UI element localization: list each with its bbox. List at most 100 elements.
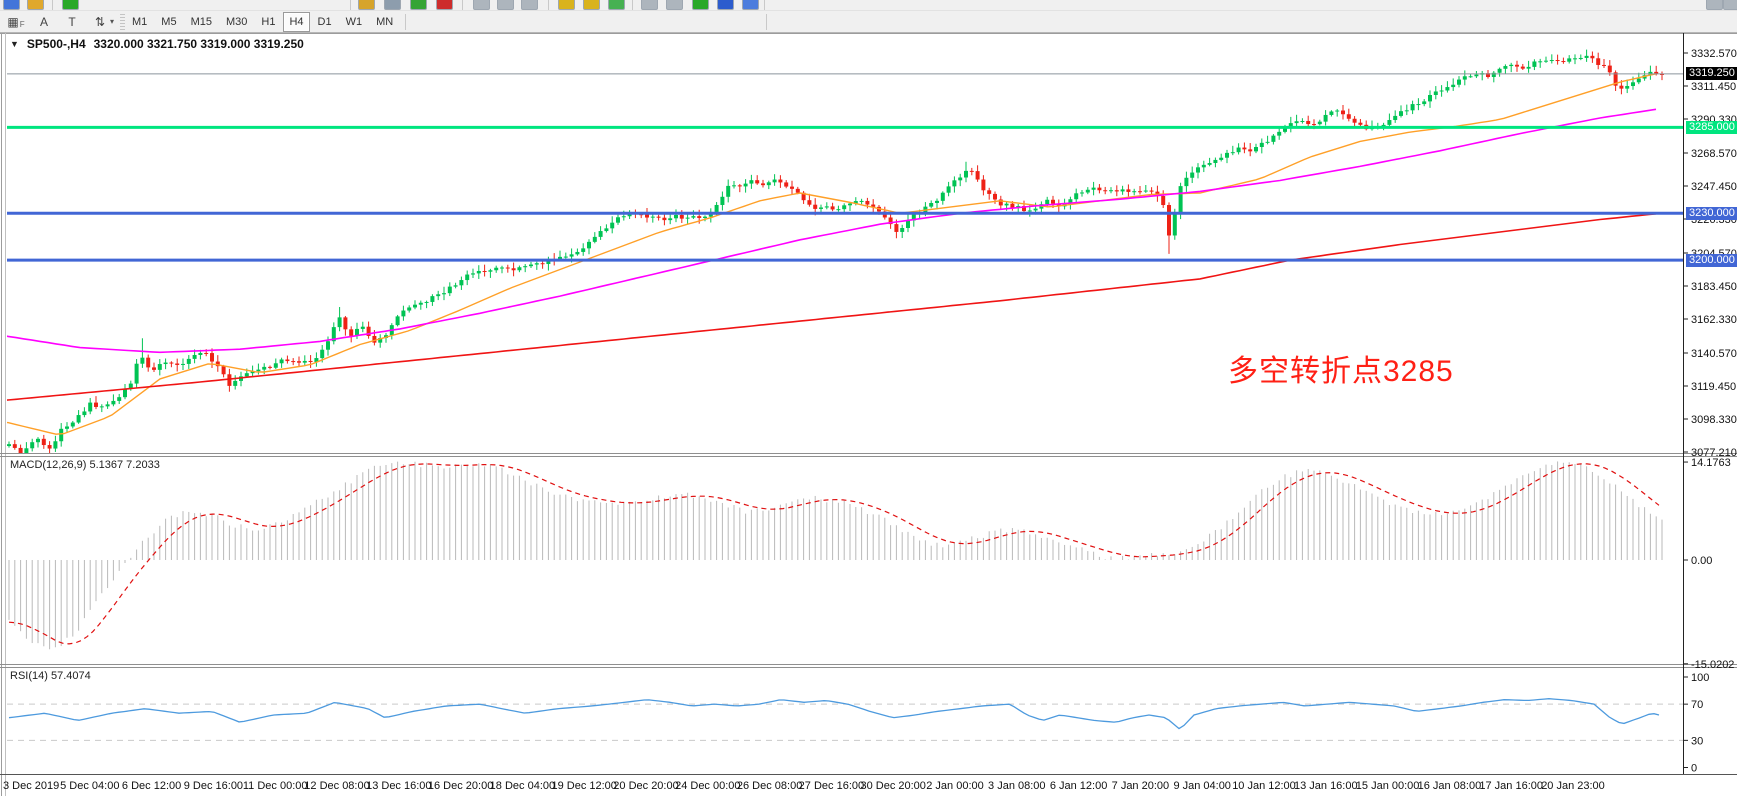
cursor-icon[interactable]	[358, 0, 375, 10]
toolbar-standard-row	[0, 0, 1737, 11]
time-tick-label: 5 Dec 04:00	[60, 780, 119, 792]
time-tick-label: 16 Jan 08:00	[1418, 780, 1482, 792]
price-badge-3230.000: 3230.000	[1686, 206, 1737, 220]
play-icon[interactable]	[410, 0, 427, 10]
time-tick-label: 6 Dec 12:00	[122, 780, 181, 792]
time-tick-label: 3 Dec 2019	[3, 780, 59, 792]
search-icon[interactable]	[27, 0, 44, 10]
timeframe-button-h1[interactable]: H1	[261, 15, 276, 28]
time-tick-label: 16 Dec 20:00	[428, 780, 493, 792]
chart-title[interactable]: ▼ SP500-,H4 3320.000 3321.750 3319.000 3…	[10, 37, 304, 51]
toolbar-separator	[766, 13, 768, 30]
timeframe-button-m15[interactable]: M15	[190, 15, 212, 28]
brush-icon[interactable]	[583, 0, 600, 10]
rsi-tick-label: 100	[1691, 672, 1709, 684]
price-tick-label: 3098.330	[1691, 414, 1737, 426]
ma-slow-line	[7, 213, 1657, 401]
add-icon[interactable]	[692, 0, 709, 10]
chevron-down-icon[interactable]: ▼	[10, 39, 19, 49]
timeframe-button-m30[interactable]: M30	[225, 15, 248, 28]
time-tick-label: 12 Dec 08:00	[304, 780, 369, 792]
time-tick-label: 9 Jan 04:00	[1173, 780, 1231, 792]
window-tile-horizontal-icon[interactable]	[497, 0, 514, 10]
record-icon[interactable]	[436, 0, 453, 10]
window-tile-vertical-icon[interactable]	[521, 0, 538, 10]
dropdown-caret-icon[interactable]: ▾	[110, 17, 115, 26]
toolbar-separator	[632, 0, 633, 10]
rsi-tick-label: 0	[1691, 763, 1697, 775]
toolbar-separator	[548, 0, 549, 10]
toolbar: ▦ F A T ⇅ ▾ M1 M5 M15 M30 H1 H4 D1 W1 MN	[0, 0, 1737, 33]
rsi-indicator-label: RSI(14) 57.4074	[10, 670, 91, 682]
print-icon[interactable]	[384, 0, 401, 10]
price-tick-label: 3077.210	[1691, 447, 1737, 459]
macd-panel[interactable]	[8, 461, 1663, 650]
time-tick-label: 3 Jan 08:00	[988, 780, 1046, 792]
add-indicator-icon[interactable]	[62, 0, 79, 10]
track-trades-icon[interactable]: ⇅	[94, 14, 106, 29]
macd-axis[interactable]: 14.1763 0.00 -15.0202	[1683, 457, 1734, 671]
time-axis[interactable]: 3 Dec 2019 5 Dec 04:00 6 Dec 12:00 9 Dec 16…	[3, 780, 1605, 792]
rsi-panel[interactable]	[7, 698, 1683, 741]
time-tick-label: 15 Jan 00:00	[1356, 780, 1420, 792]
price-tick-label: 3332.570	[1691, 48, 1737, 60]
rsi-tick-label: 30	[1691, 735, 1703, 747]
time-tick-label: 9 Dec 16:00	[184, 780, 243, 792]
time-tick-label: 24 Dec 00:00	[675, 780, 740, 792]
time-tick-label: 2 Jan 00:00	[926, 780, 984, 792]
time-tick-label: 11 Dec 00:00	[243, 780, 308, 792]
price-tick-label: 3140.570	[1691, 348, 1737, 360]
fullscreen-icon[interactable]	[666, 0, 683, 10]
time-tick-label: 20 Jan 23:00	[1541, 780, 1605, 792]
shift-chart-icon[interactable]	[742, 0, 759, 10]
timeframe-button-mn[interactable]: MN	[376, 15, 394, 28]
time-tick-label: 18 Dec 04:00	[490, 780, 555, 792]
timeframe-button-m1[interactable]: M1	[132, 15, 148, 28]
timeframe-button-m5[interactable]: M5	[161, 15, 177, 28]
time-tick-label: 19 Dec 12:00	[551, 780, 616, 792]
toolbar-drag-handle[interactable]	[120, 13, 126, 30]
timeframe-button-w1[interactable]: W1	[345, 15, 363, 28]
time-tick-label: 20 Dec 20:00	[613, 780, 678, 792]
download-icon[interactable]	[717, 0, 734, 10]
price-badge-3285.000: 3285.000	[1686, 120, 1737, 134]
chart-text-annotation[interactable]: 多空转折点3285	[1228, 355, 1454, 388]
ma-fast-line	[7, 73, 1657, 435]
rsi-tick-label: 70	[1691, 699, 1703, 711]
macd-indicator-label: MACD(12,26,9) 5.1367 7.2033	[10, 459, 160, 471]
price-tick-label: 3268.570	[1691, 148, 1737, 160]
window-cascade-icon[interactable]	[473, 0, 490, 10]
time-tick-label: 6 Jan 12:00	[1050, 780, 1108, 792]
candlestick-series	[7, 49, 1664, 453]
macd-tick-label: -15.0202	[1691, 659, 1734, 671]
rsi-axis[interactable]: 100 70 30 0	[1683, 672, 1709, 775]
price-axis[interactable]: 3332.5703311.4503290.3303268.5703247.450…	[1683, 48, 1737, 459]
macd-tick-label: 0.00	[1691, 555, 1712, 567]
toolbar-separator	[350, 0, 351, 10]
text-box-icon[interactable]: T	[68, 14, 76, 29]
price-badge-3200.000: 3200.000	[1686, 253, 1737, 267]
price-tick-label: 3247.450	[1691, 181, 1737, 193]
ma-mid-line	[7, 108, 1657, 354]
new-window-icon[interactable]	[608, 0, 625, 10]
time-tick-label: 10 Jan 12:00	[1232, 780, 1296, 792]
timeframe-button-h4[interactable]: H4	[283, 11, 310, 32]
toolbar-tools-row: ▦ F A T ⇅ ▾ M1 M5 M15 M30 H1 H4 D1 W1 MN	[0, 11, 1737, 32]
dock-window-icon[interactable]	[641, 0, 658, 10]
pencil-icon[interactable]	[558, 0, 575, 10]
snap-grid-icon[interactable]: ▦ F	[7, 14, 25, 30]
price-tick-label: 3119.450	[1691, 381, 1736, 393]
price-badge-3319.250: 3319.250	[1686, 67, 1737, 81]
text-label-icon[interactable]: A	[39, 14, 48, 29]
time-tick-label: 26 Dec 08:00	[737, 780, 802, 792]
main-price-panel[interactable]	[0, 49, 1664, 464]
timeframe-button-d1[interactable]: D1	[317, 15, 332, 28]
time-tick-label: 30 Dec 20:00	[860, 780, 925, 792]
minimize-icon[interactable]	[1706, 0, 1723, 10]
toolbar-separator	[52, 0, 53, 10]
time-tick-label: 7 Jan 20:00	[1112, 780, 1170, 792]
close-icon[interactable]	[1723, 0, 1737, 10]
new-chart-icon[interactable]	[3, 0, 20, 10]
